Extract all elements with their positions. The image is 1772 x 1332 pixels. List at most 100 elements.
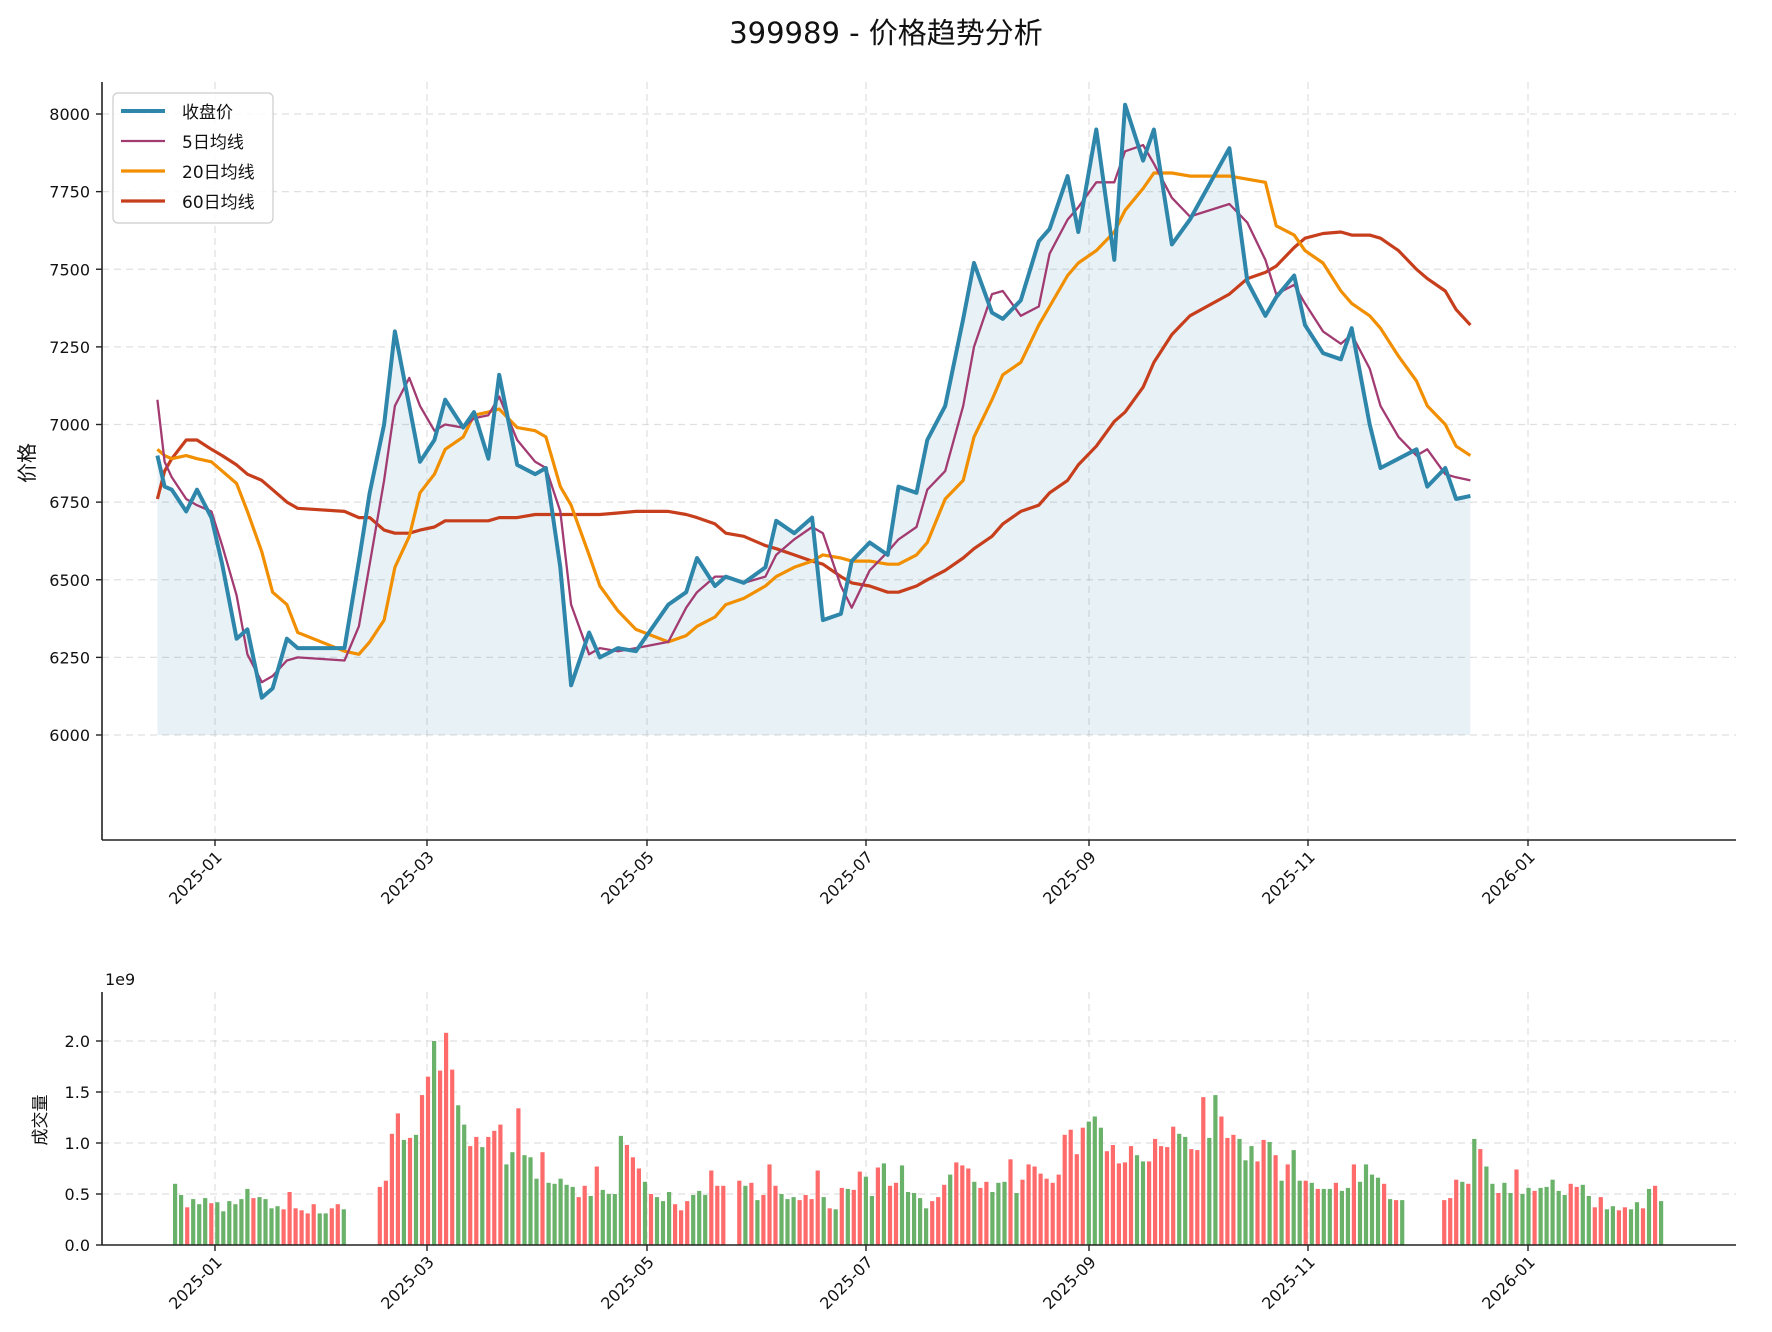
volume-bar xyxy=(642,1181,648,1245)
volume-bar xyxy=(1634,1202,1640,1245)
volume-bar xyxy=(636,1168,641,1245)
price-panel: 6000 6250 6500 6750 7000 7250 7500 7750 8000 202… xyxy=(15,82,1736,908)
volume-bar xyxy=(749,1182,754,1245)
volume-bar xyxy=(1610,1206,1615,1245)
volume-bar xyxy=(438,1070,443,1245)
volume-bar xyxy=(377,1186,382,1245)
ma20-line xyxy=(156,171,1472,656)
price-grid xyxy=(102,82,1736,840)
volume-bar xyxy=(1520,1194,1525,1245)
volume-bar xyxy=(419,1095,425,1245)
volume-bar xyxy=(1351,1164,1356,1245)
volume-bar xyxy=(179,1195,184,1245)
volume-bar xyxy=(1568,1183,1573,1245)
volume-x-tick-label: 2025-09 xyxy=(1039,1252,1100,1313)
volume-bar xyxy=(407,1137,413,1245)
volume-bar xyxy=(857,1171,862,1245)
volume-bar xyxy=(1056,1174,1061,1245)
volume-x-tick-label: 2025-11 xyxy=(1258,1252,1319,1313)
volume-bar xyxy=(679,1210,684,1245)
volume-bar xyxy=(582,1185,587,1245)
volume-bar xyxy=(809,1199,814,1245)
volume-bar xyxy=(1472,1138,1477,1245)
volume-bar xyxy=(341,1209,346,1245)
volume-y-tick-label: 2.0 xyxy=(65,1032,90,1051)
volume-bar xyxy=(552,1183,557,1245)
volume-bar xyxy=(1448,1198,1453,1245)
volume-bar xyxy=(737,1180,742,1245)
price-y-tick-label: 8000 xyxy=(49,105,90,124)
volume-bar xyxy=(522,1155,527,1245)
volume-bar xyxy=(1195,1150,1200,1245)
volume-x-tick-label: 2025-01 xyxy=(165,1252,226,1313)
volume-bar xyxy=(1183,1136,1188,1245)
price-y-tick-label: 6250 xyxy=(49,648,90,667)
volume-bar xyxy=(401,1139,406,1245)
volume-bar xyxy=(1104,1151,1109,1245)
volume-bar xyxy=(924,1208,929,1245)
legend: 收盘价 5日均线 20日均线 60日均线 xyxy=(112,92,274,224)
volume-y-label: 成交量 xyxy=(31,1095,51,1146)
volume-bar xyxy=(755,1200,760,1245)
volume-bar xyxy=(1249,1146,1254,1245)
volume-bar xyxy=(1357,1181,1363,1245)
volume-bar xyxy=(1243,1160,1248,1245)
volume-bar xyxy=(881,1163,886,1245)
volume-bar xyxy=(893,1182,899,1245)
volume-bar xyxy=(251,1198,256,1245)
volume-bar xyxy=(1026,1164,1031,1245)
volume-y-ticks: 0.0 0.5 1.0 1.5 2.0 xyxy=(65,1032,102,1255)
volume-bar xyxy=(1442,1200,1447,1245)
volume-bar xyxy=(954,1162,959,1245)
volume-bar xyxy=(305,1213,310,1245)
volume-bar xyxy=(1116,1163,1121,1245)
price-y-tick-label: 6000 xyxy=(49,726,90,745)
volume-bar xyxy=(660,1201,666,1245)
volume-bar xyxy=(600,1189,605,1245)
volume-bar xyxy=(1659,1201,1664,1245)
volume-bar xyxy=(1092,1116,1097,1245)
volume-panel: 0.00.51.01.52.0 2025-01 2025-03 2025-05 202… xyxy=(31,970,1736,1313)
price-x-tick-label: 2026-01 xyxy=(1478,847,1539,908)
volume-x-tick-label: 2025-05 xyxy=(597,1252,658,1313)
volume-bar xyxy=(317,1213,322,1245)
volume-bar xyxy=(1586,1196,1591,1245)
volume-bar xyxy=(654,1197,660,1245)
volume-bar xyxy=(1460,1181,1465,1245)
volume-bar xyxy=(1189,1149,1194,1245)
volume-bar xyxy=(1598,1197,1603,1245)
volume-bar xyxy=(1363,1164,1369,1245)
price-x-ticks: 2025-01 2025-03 2025-05 2025-07 2025-09 2025-… xyxy=(165,840,1539,908)
volume-bars xyxy=(173,1032,1664,1245)
volume-bar xyxy=(797,1200,802,1245)
volume-bar xyxy=(1231,1134,1236,1245)
volume-bar xyxy=(185,1207,190,1245)
volume-bar xyxy=(1159,1146,1164,1245)
price-x-tick-label: 2025-11 xyxy=(1258,847,1319,908)
volume-bar xyxy=(498,1124,503,1245)
volume-bar xyxy=(209,1203,214,1245)
svg-text:5日均线: 5日均线 xyxy=(182,133,244,153)
volume-bar xyxy=(936,1197,941,1245)
volume-bar xyxy=(990,1192,995,1245)
volume-bar xyxy=(1400,1200,1405,1245)
volume-bar xyxy=(1044,1178,1049,1245)
volume-bar xyxy=(263,1199,268,1245)
volume-bar xyxy=(1219,1116,1224,1245)
volume-bar xyxy=(570,1186,575,1245)
volume-bar xyxy=(1345,1187,1350,1245)
volume-bar xyxy=(594,1166,599,1245)
volume-bar xyxy=(1267,1142,1272,1245)
price-y-label: 价格 xyxy=(15,443,39,483)
volume-bar xyxy=(1388,1199,1393,1245)
volume-bar xyxy=(239,1199,244,1245)
volume-bar xyxy=(540,1152,545,1245)
legend-item-ma5: 5日均线 xyxy=(121,133,244,153)
volume-bar xyxy=(1646,1188,1652,1245)
volume-bar xyxy=(1201,1097,1206,1245)
svg-text:60日均线: 60日均线 xyxy=(182,193,255,213)
volume-bar xyxy=(1213,1095,1218,1245)
price-y-ticks: 6000 6250 6500 6750 7000 7250 7500 7750 8000 xyxy=(49,105,102,745)
volume-bar xyxy=(697,1190,702,1245)
volume-bar xyxy=(1653,1185,1658,1245)
